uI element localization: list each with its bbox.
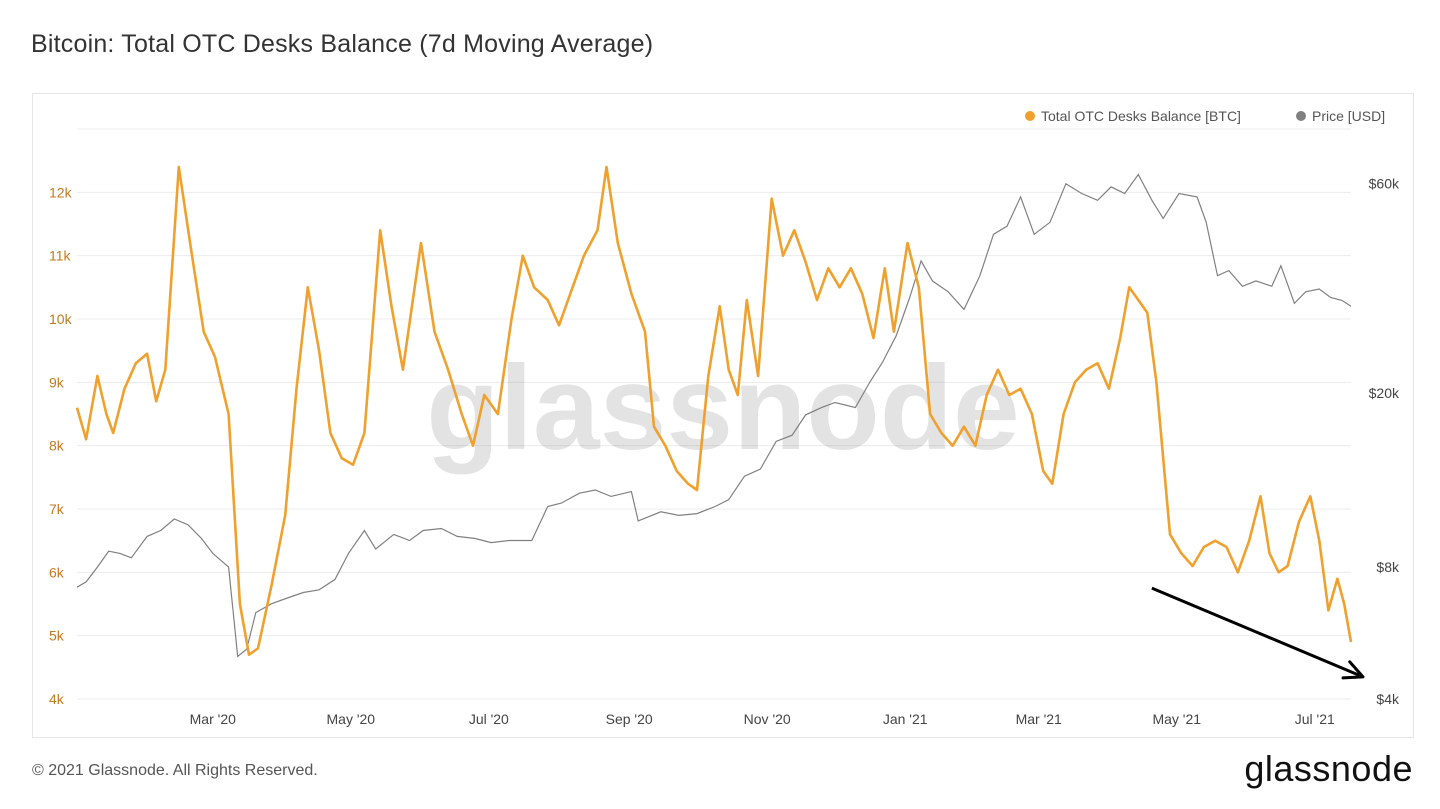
x-tick-label: May '21 <box>1152 711 1201 727</box>
legend-label-price: Price [USD] <box>1312 108 1385 124</box>
chart-container: 4k 5k 6k 7k 8k 9k 10k 11k 12k $4k $8k $20k $60k Mar '… <box>32 93 1414 738</box>
x-tick-label: Jul '21 <box>1295 711 1335 727</box>
y-left-tick-label: 5k <box>49 628 65 644</box>
y-left-tick-label: 11k <box>49 248 72 264</box>
x-tick-label: May '20 <box>327 711 376 727</box>
y-right-tick-label: $60k <box>1369 176 1400 192</box>
x-tick-label: Nov '20 <box>744 711 791 727</box>
y-right-tick-label: $8k <box>1376 559 1400 575</box>
y-left-tick-label: 9k <box>49 374 65 390</box>
x-tick-label: Mar '21 <box>1016 711 1062 727</box>
x-tick-label: Jan '21 <box>883 711 928 727</box>
y-left-tick-label: 6k <box>49 564 65 580</box>
copyright-notice: © 2021 Glassnode. All Rights Reserved. <box>32 762 318 779</box>
y-right-tick-label: $20k <box>1369 385 1400 401</box>
price-series-line <box>76 173 1352 658</box>
legend-marker-price <box>1296 111 1306 121</box>
y-right-tick-label: $4k <box>1376 691 1400 707</box>
y-left-tick-label: 4k <box>49 691 65 707</box>
y-left-tick-label: 10k <box>49 311 73 327</box>
legend-label-otc: Total OTC Desks Balance [BTC] <box>1041 108 1241 124</box>
otc-balance-series-line <box>75 165 1353 656</box>
chart-title: Bitcoin: Total OTC Desks Balance (7d Mov… <box>31 30 654 58</box>
y-left-tick-label: 7k <box>49 501 65 517</box>
watermark-text: glassnode <box>426 341 1020 475</box>
x-tick-label: Mar '20 <box>190 711 236 727</box>
legend-marker-otc <box>1025 111 1035 121</box>
y-left-tick-label: 12k <box>49 184 73 200</box>
y-left-tick-label: 8k <box>49 438 65 454</box>
trend-arrow-head <box>1341 660 1365 680</box>
x-tick-label: Jul '20 <box>469 711 509 727</box>
glassnode-logo[interactable]: glassnode <box>1244 748 1413 789</box>
x-tick-label: Sep '20 <box>606 711 653 727</box>
trend-arrow-shaft <box>1151 586 1364 679</box>
chart-svg: 4k 5k 6k 7k 8k 9k 10k 11k 12k $4k $8k $20k $60k Mar '… <box>49 108 1400 727</box>
